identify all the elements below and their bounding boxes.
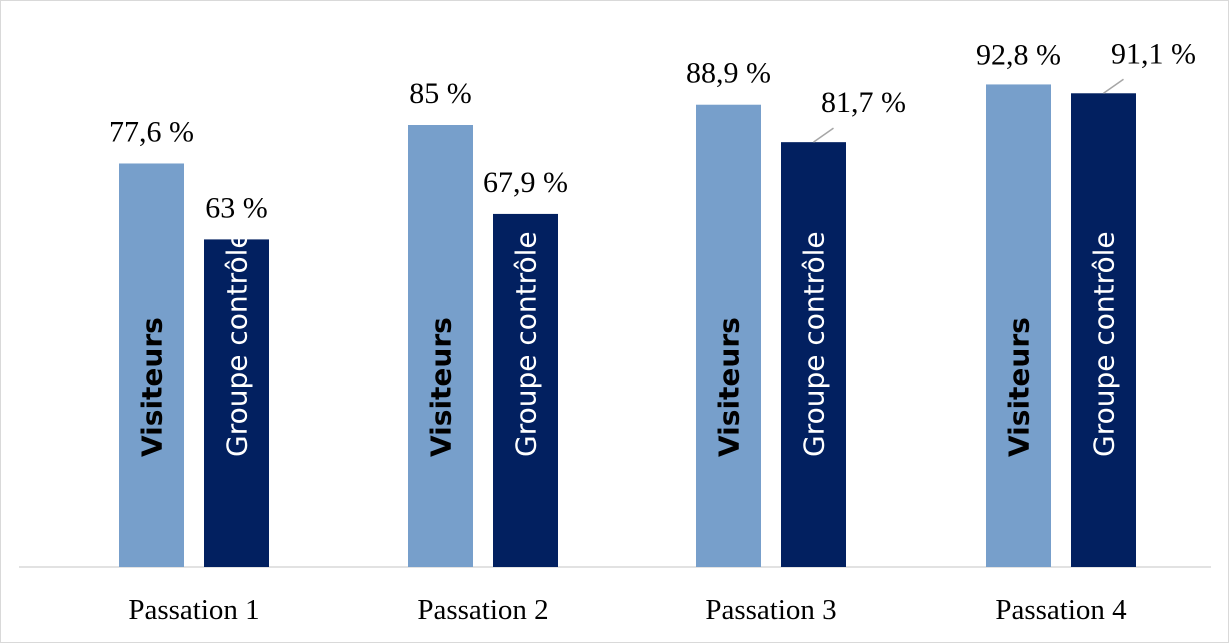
value-label: 91,1 % — [1111, 37, 1196, 70]
category-label: Passation 4 — [995, 594, 1127, 626]
bar-series-label: Groupe contrôle — [510, 231, 543, 457]
value-label: 63 % — [205, 191, 268, 224]
bar-visiteurs — [408, 125, 473, 567]
bar-groupe-controle — [204, 239, 269, 567]
bar-groupe-controle — [1071, 93, 1136, 567]
bar-series-label: Groupe contrôle — [1088, 231, 1121, 457]
category-label: Passation 1 — [128, 594, 259, 626]
value-label: 77,6 % — [109, 115, 194, 148]
bar-series-label: Groupe contrôle — [798, 231, 831, 457]
bar-visiteurs — [986, 84, 1051, 567]
bar-groupe-controle — [781, 142, 846, 567]
value-label: 81,7 % — [821, 86, 906, 119]
bar-series-label: Visiteurs — [1003, 317, 1036, 457]
bar-series-label: Visiteurs — [713, 317, 746, 457]
bar-series-label: Visiteurs — [425, 317, 458, 457]
bar-groupe-controle — [493, 213, 558, 568]
value-label: 92,8 % — [976, 38, 1061, 71]
leader-line — [1103, 78, 1124, 94]
leader-line — [813, 127, 834, 143]
category-label: Passation 3 — [705, 594, 836, 626]
value-label: 85 % — [409, 77, 472, 110]
value-label: 67,9 % — [483, 166, 568, 199]
value-label: 88,9 % — [686, 57, 771, 90]
bar-series-label: Groupe contrôle — [221, 231, 254, 457]
bar-visiteurs — [119, 163, 184, 568]
bar-series-label: Visiteurs — [136, 317, 169, 457]
category-label: Passation 2 — [417, 594, 548, 626]
bar-visiteurs — [696, 104, 761, 567]
